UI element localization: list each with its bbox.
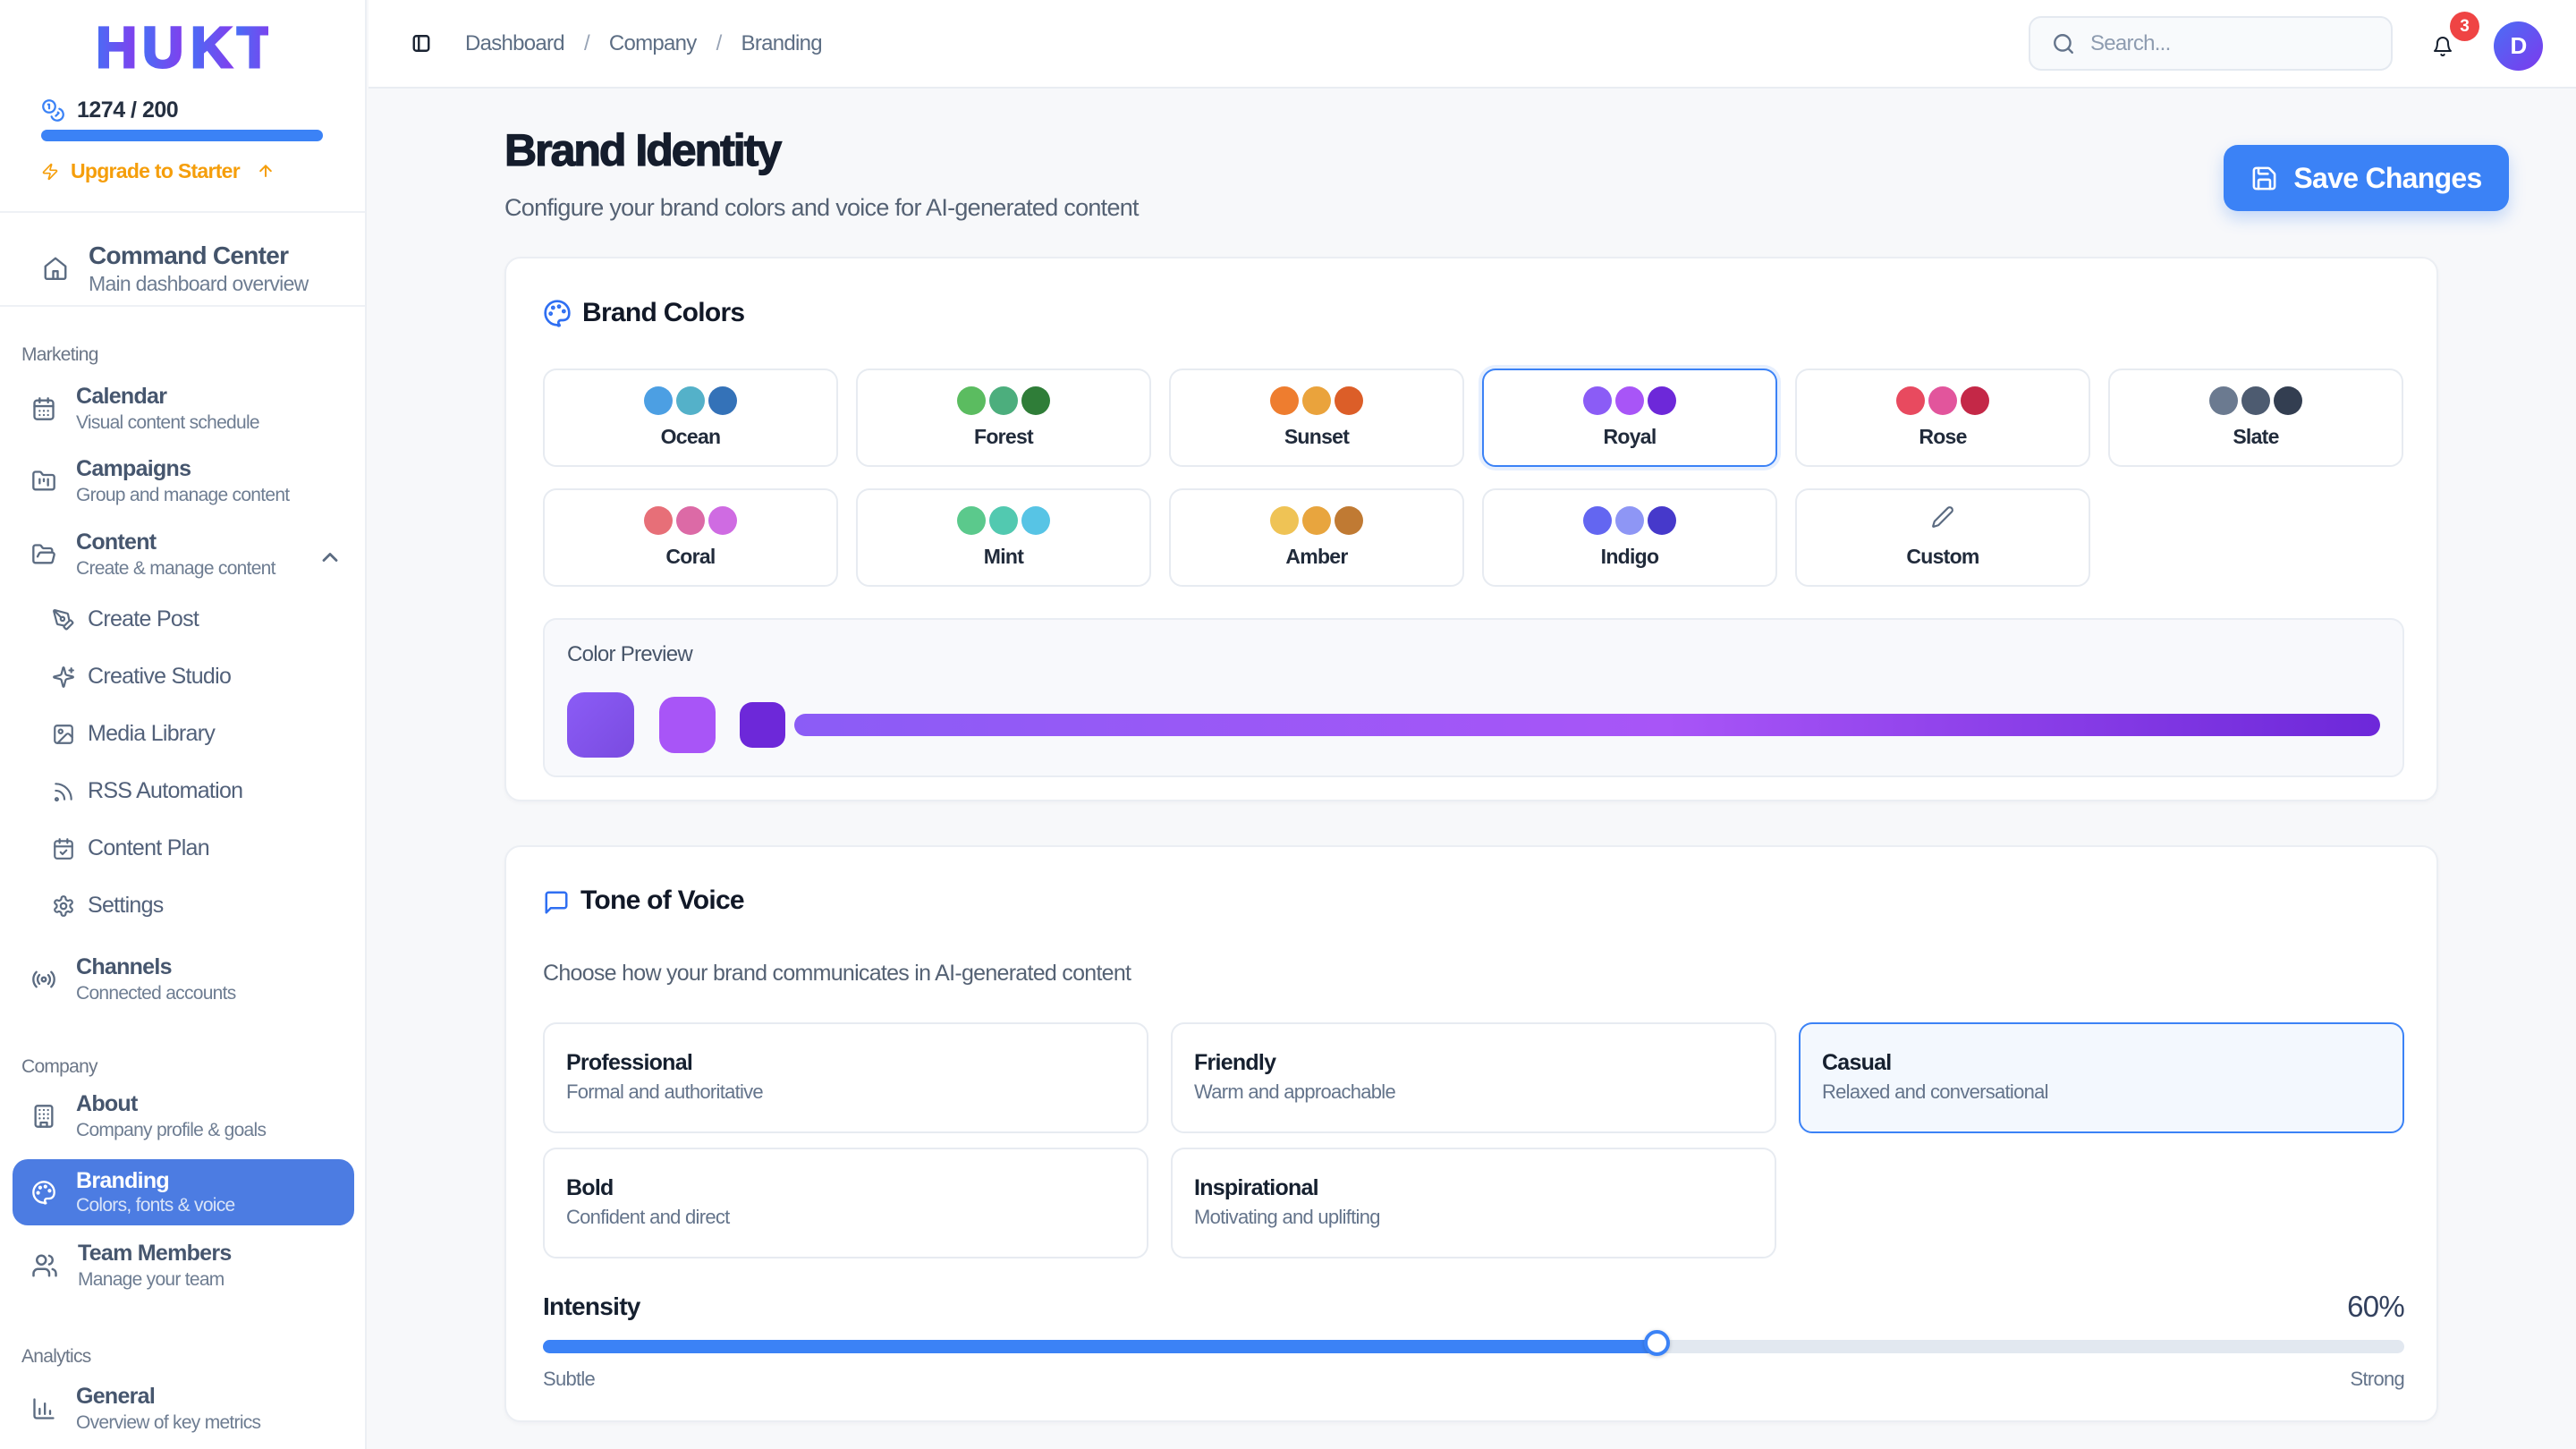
svg-text:T: T — [237, 20, 268, 70]
svg-text:U: U — [142, 20, 183, 70]
svg-text:K: K — [191, 20, 232, 70]
svg-text:H: H — [98, 20, 137, 70]
